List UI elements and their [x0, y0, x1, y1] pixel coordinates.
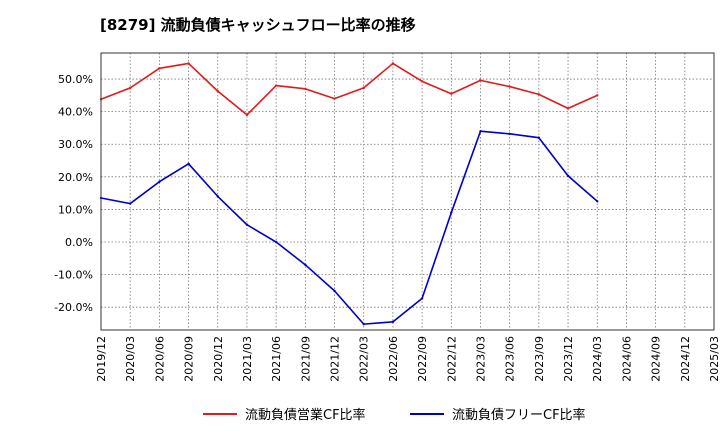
data-point-series-2 [362, 322, 365, 326]
series-line-2 [100, 130, 598, 325]
data-point-series-1 [187, 62, 190, 65]
x-tick-label: 2020/12 [212, 336, 225, 382]
x-tick-label: 2020/06 [153, 336, 166, 382]
y-tick-label: 50.0% [58, 73, 93, 86]
data-point-series-2 [216, 195, 219, 198]
data-point-series-1 [391, 62, 395, 65]
data-point-series-1 [420, 80, 424, 83]
x-tick-label: 2024/12 [679, 336, 692, 382]
x-tick-label: 2023/09 [533, 336, 546, 382]
x-tick-label: 2024/03 [591, 336, 604, 382]
legend-label-2: 流動負債フリーCF比率 [452, 407, 586, 423]
x-tick-label: 2023/03 [474, 336, 487, 382]
y-tick-label: -10.0% [54, 269, 93, 282]
x-tick-label: 2023/06 [504, 336, 517, 382]
data-point-series-2 [566, 174, 570, 178]
y-tick-label: 30.0% [58, 138, 93, 151]
data-point-series-1 [537, 93, 541, 96]
x-tick-label: 2022/06 [387, 336, 400, 382]
data-point-series-1 [245, 113, 249, 117]
data-point-series-1 [304, 87, 307, 91]
data-point-series-1 [362, 86, 365, 90]
data-point-series-2 [596, 200, 599, 203]
data-point-series-1 [158, 67, 161, 70]
x-tick-label: 2021/09 [299, 336, 312, 382]
data-point-series-2 [304, 263, 307, 267]
y-tick-label: -20.0% [54, 301, 93, 314]
data-point-series-2 [333, 289, 336, 293]
data-point-series-2 [537, 136, 541, 139]
y-tick-label: 0.0% [65, 236, 93, 249]
x-tick-label: 2024/06 [620, 336, 633, 382]
y-tick-label: 10.0% [58, 203, 93, 216]
chart-title: [8279] 流動負債キャッシュフロー比率の推移 [100, 16, 416, 34]
data-point-series-2 [274, 240, 278, 244]
data-point-series-2 [391, 320, 395, 324]
x-tick-label: 2019/12 [95, 336, 108, 382]
plot-area [101, 53, 714, 330]
x-tick-label: 2021/06 [270, 336, 283, 382]
data-point-series-1 [479, 79, 482, 82]
data-point-series-1 [216, 89, 219, 93]
legend: 流動負債営業CF比率 流動負債フリーCF比率 [203, 407, 586, 423]
data-point-series-2 [420, 297, 424, 300]
x-tick-label: 2021/12 [329, 336, 342, 382]
x-tick-label: 2020/03 [124, 336, 137, 382]
x-tick-label: 2025/03 [708, 336, 720, 382]
plot-background [101, 53, 714, 330]
data-point-series-1 [596, 94, 599, 97]
data-point-series-2 [158, 180, 161, 183]
data-point-series-1 [450, 92, 453, 95]
x-tick-label: 2021/03 [241, 336, 254, 382]
x-tick-label: 2024/09 [650, 336, 663, 382]
y-tick-label: 40.0% [58, 106, 93, 119]
x-tick-label: 2022/03 [358, 336, 371, 382]
series-line-1 [100, 62, 598, 116]
data-point-series-1 [333, 97, 336, 100]
data-point-series-2 [479, 130, 482, 133]
x-tick-label: 2022/12 [445, 336, 458, 382]
x-axis: 2019/12 2020/03 2020/06 2020/09 2020/12 2021/… [95, 336, 720, 382]
series-layer [99, 62, 599, 326]
data-point-series-1 [566, 107, 570, 110]
legend-label-1: 流動負債営業CF比率 [245, 407, 366, 423]
plot-border [100, 52, 715, 331]
data-point-series-2 [245, 223, 249, 226]
data-point-series-2 [450, 211, 453, 214]
data-point-series-1 [128, 86, 132, 90]
data-point-series-1 [508, 85, 511, 88]
data-point-series-2 [187, 162, 190, 165]
data-point-series-2 [128, 202, 132, 205]
x-tick-label: 2023/12 [562, 336, 575, 382]
x-tick-label: 2020/09 [183, 336, 196, 382]
x-tick-label: 2022/09 [416, 336, 429, 382]
y-axis: -20.0% -10.0% 0.0% 10.0% 20.0% 30.0% 40.0% 50.0… [54, 73, 93, 314]
data-point-series-1 [274, 84, 278, 87]
data-point-series-2 [508, 132, 511, 136]
y-tick-label: 20.0% [58, 171, 93, 184]
plot-frame [100, 52, 715, 331]
